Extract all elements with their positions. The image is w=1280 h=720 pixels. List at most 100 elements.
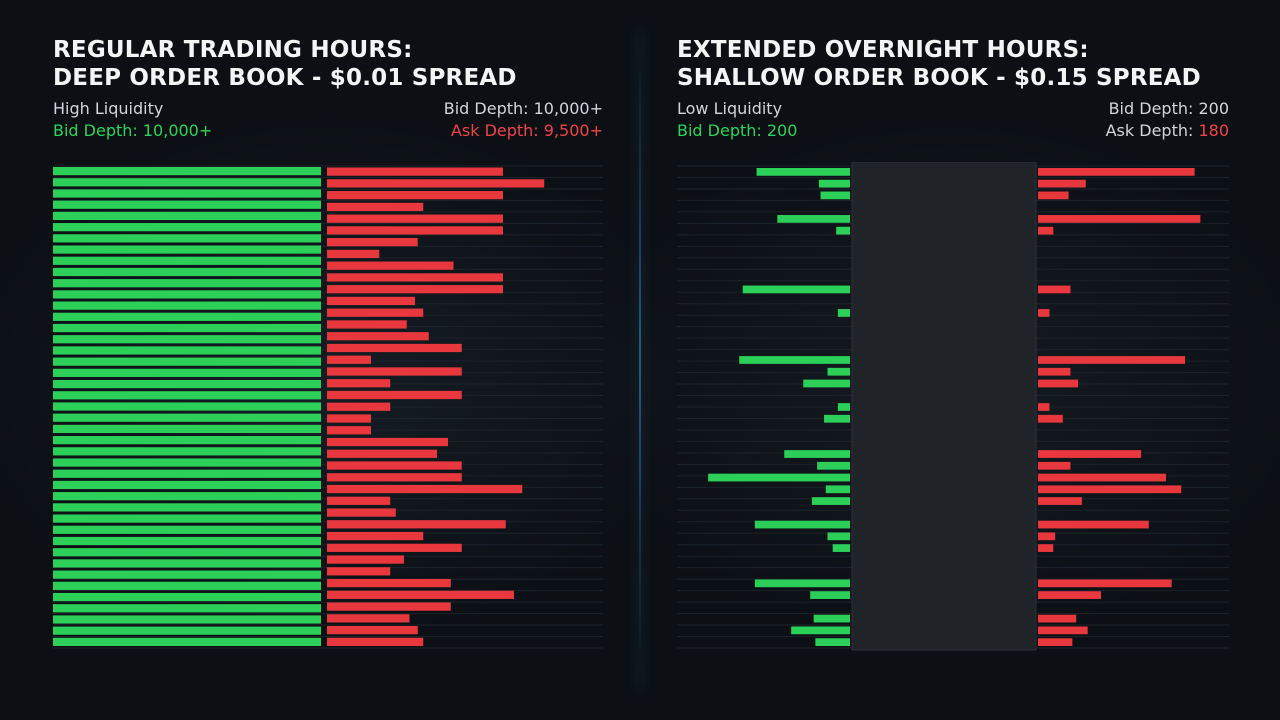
ask-bar — [1038, 309, 1050, 317]
summary-bid-depth-label: Bid Depth: — [443, 99, 534, 118]
ask-bar — [1038, 579, 1172, 588]
bid-bar — [53, 480, 321, 490]
ask-bar — [1038, 473, 1166, 482]
ask-bar — [327, 202, 424, 212]
bid-bar — [53, 279, 321, 288]
ask-bar — [327, 637, 424, 646]
ask-bar — [1038, 285, 1071, 294]
bid-bar — [825, 485, 850, 494]
ask-bar — [327, 590, 514, 599]
panel-divider — [639, 30, 641, 690]
ask-bar — [327, 390, 462, 400]
bid-bar — [739, 356, 850, 364]
bid-bar — [53, 615, 321, 624]
ask-bar — [327, 249, 380, 259]
bid-bar — [53, 391, 321, 400]
bid-bar — [756, 168, 850, 176]
bid-bar — [53, 234, 321, 243]
bid-bar — [837, 309, 850, 317]
bid-bar — [53, 424, 321, 434]
bid-bar — [53, 357, 321, 366]
bid-depth-value: 10,000+ — [142, 121, 213, 140]
ask-bar — [327, 355, 371, 364]
ask-bar — [1038, 168, 1195, 176]
bid-bar — [53, 548, 321, 557]
deep-order-book-chart — [53, 165, 603, 649]
ask-bar — [1038, 414, 1063, 423]
bid-bar — [832, 544, 850, 552]
bid-bar — [820, 191, 850, 200]
ask-bar — [1038, 520, 1149, 529]
bid-bar — [53, 200, 321, 209]
bid-bar — [53, 492, 321, 501]
ask-bar — [327, 238, 418, 247]
bid-bar — [53, 323, 321, 333]
bid-bar — [53, 189, 321, 198]
ask-bar — [327, 367, 462, 376]
ask-bar — [1038, 638, 1073, 646]
bid-bar — [53, 267, 321, 277]
ask-bar — [327, 308, 424, 317]
ask-bar — [327, 520, 506, 529]
summary-bid-depth-value: 200 — [1198, 99, 1229, 118]
ask-bar — [327, 426, 371, 435]
bid-bar — [53, 413, 321, 422]
bid-bar — [815, 638, 850, 646]
bid-bar — [53, 335, 321, 344]
ask-bar — [327, 226, 503, 235]
ask-bar — [327, 602, 451, 611]
summary-bid-depth: Bid Depth: 10,000+ — [444, 99, 603, 119]
bid-bar — [742, 285, 850, 294]
panel-title-line-1: EXTENDED OVERNIGHT HOURS: — [677, 37, 1089, 63]
ask-bar — [1038, 191, 1069, 200]
ask-bar — [1038, 532, 1056, 541]
bid-bar — [810, 591, 850, 599]
ask-depth-label-text: Ask Depth: — [1105, 121, 1199, 140]
summary-bid-depth-label: Bid Depth: — [1108, 99, 1199, 118]
ask-bar — [1038, 356, 1186, 364]
ask-bar — [327, 484, 523, 494]
bid-depth-label: Bid Depth: 200 — [677, 121, 797, 141]
ask-bar — [1038, 179, 1086, 188]
ask-bar — [327, 332, 429, 341]
ask-bar — [327, 437, 448, 447]
regular-hours-panel: REGULAR TRADING HOURS: DEEP ORDER BOOK -… — [53, 0, 603, 720]
bid-bar — [53, 290, 321, 299]
bid-bar — [813, 614, 850, 623]
ask-bar — [327, 285, 503, 294]
ask-depth-label-text: Ask Depth: — [450, 121, 544, 140]
bid-bar — [53, 346, 321, 355]
ask-bar — [327, 379, 391, 388]
bid-depth-value: 200 — [766, 121, 798, 140]
ask-bar — [1038, 497, 1082, 505]
bid-bar — [53, 301, 321, 310]
ask-bar — [327, 296, 415, 306]
ask-bar — [327, 214, 503, 223]
bid-bar — [53, 211, 321, 221]
shallow-order-book-chart — [677, 162, 1229, 651]
ask-bar — [1038, 403, 1050, 411]
bid-bar — [803, 379, 850, 388]
ask-bar — [1038, 379, 1079, 388]
ask-bar — [1038, 626, 1088, 635]
bid-depth-label: Bid Depth: 10,000+ — [53, 121, 212, 141]
bid-bar — [53, 525, 321, 534]
ask-depth-value: 9,500+ — [543, 121, 603, 140]
ask-bar — [1038, 544, 1054, 552]
bid-bar — [53, 637, 321, 646]
panel-title-line-2: SHALLOW ORDER BOOK - $0.15 SPREAD — [677, 65, 1201, 91]
bid-bar — [53, 368, 321, 377]
panel-title-line-1: REGULAR TRADING HOURS: — [53, 37, 413, 63]
ask-bar — [327, 555, 404, 564]
bid-bar — [53, 245, 321, 254]
ask-bar — [327, 614, 410, 623]
ask-bar — [327, 578, 451, 588]
bid-bar — [784, 450, 850, 458]
ask-bar — [327, 531, 424, 541]
bid-bar — [817, 461, 850, 470]
summary-bid-depth: Bid Depth: 200 — [1109, 99, 1229, 119]
ask-bar — [1038, 591, 1102, 599]
panel-title: EXTENDED OVERNIGHT HOURS: SHALLOW ORDER … — [677, 36, 1201, 92]
ask-bar — [327, 402, 391, 411]
bid-bar — [53, 581, 321, 590]
